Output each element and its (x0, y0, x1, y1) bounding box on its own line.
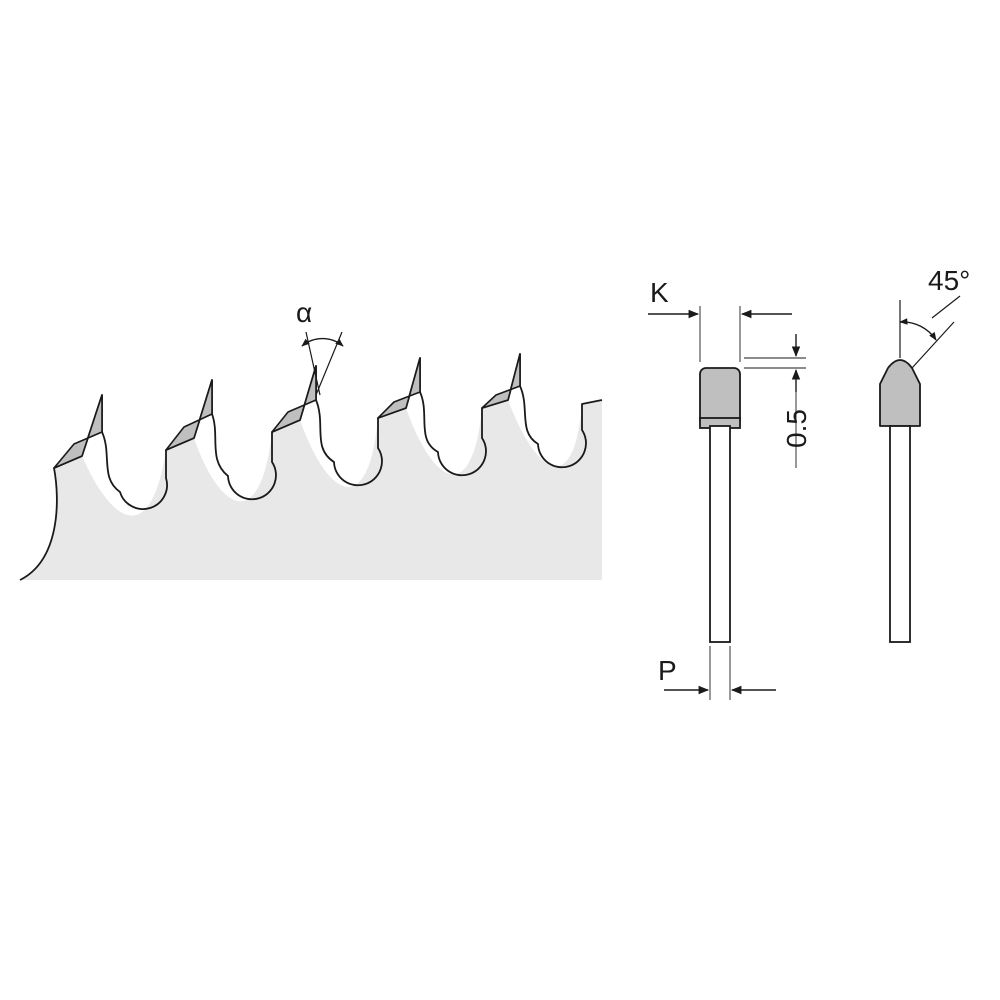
angle45-label: 45° (928, 265, 970, 296)
P-label: P (658, 655, 677, 686)
alpha-label: α (296, 297, 312, 328)
saw-profile: α (20, 297, 602, 580)
tooth-tips: K 0.5 P (648, 265, 970, 700)
alpha-angle: α (296, 297, 343, 395)
dim-angle45: 45° (900, 265, 970, 368)
chamfer-tip (880, 360, 920, 642)
K-label: K (650, 277, 669, 308)
dim-K: K (648, 277, 792, 362)
blade-body (20, 400, 602, 580)
flat-tip (700, 368, 740, 642)
diagram-root: α K 0.5 (0, 0, 1000, 1000)
height-label: 0.5 (781, 409, 812, 448)
dim-P: P (658, 646, 776, 700)
dim-height: 0.5 (744, 334, 812, 468)
